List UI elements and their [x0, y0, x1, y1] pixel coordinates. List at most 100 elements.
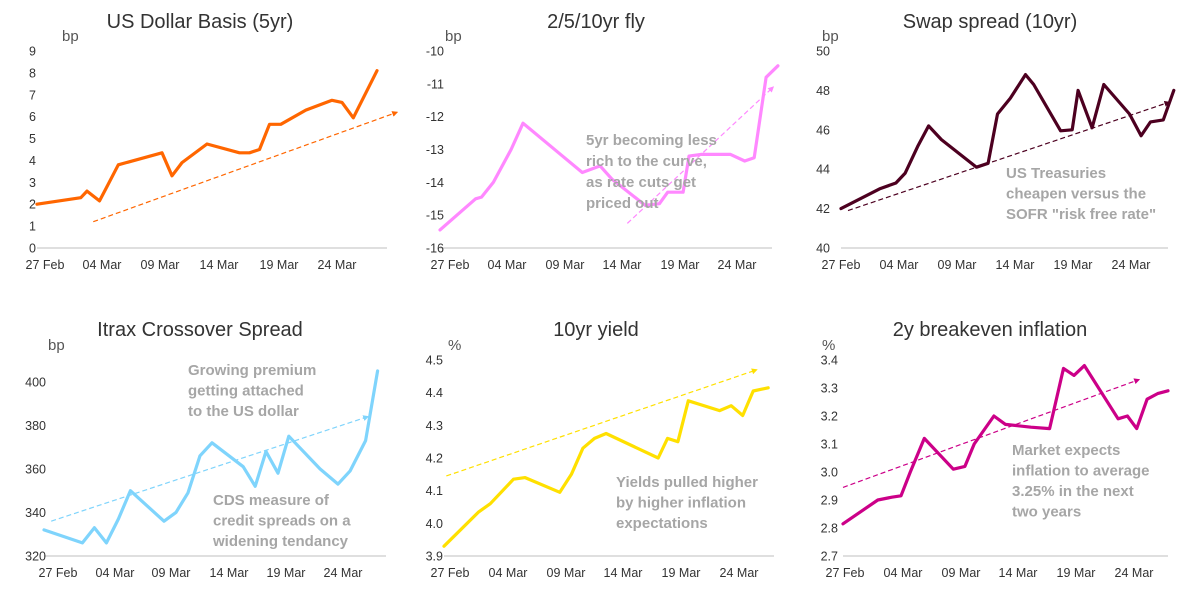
chart-panel-2: 2/5/10yr fly bp -16 -15 -14 -13 -12 -11 -10 27 Fe… [426, 11, 780, 272]
annotation-text: getting attached [188, 383, 304, 400]
y-unit-label: bp [62, 28, 79, 45]
y-tick-label: 2.8 [821, 522, 838, 536]
y-tick-label: 4.2 [426, 452, 443, 466]
chart-title: Swap spread (10yr) [903, 11, 1078, 33]
chart-panel-5: 10yr yield% 3.9 4.0 4.1 4.2 4.3 4.4 4.5 27 Feb 04… [426, 319, 774, 580]
x-tick-label: 24 Mar [318, 258, 357, 272]
chart-title: US Dollar Basis (5yr) [107, 11, 294, 33]
x-tick-label: 09 Mar [942, 566, 981, 580]
y-tick-label: 3 [29, 176, 36, 190]
y-unit-label: bp [48, 337, 65, 354]
chart-panel-1: US Dollar Basis (5yr) bp 0 1 2 3 4 5 6 7 8 9 27 Feb 0… [26, 11, 399, 420]
y-tick-label: 2 [29, 198, 36, 212]
chart-title: 2/5/10yr fly [547, 11, 645, 33]
x-tick-label: 04 Mar [880, 258, 919, 272]
y-tick-label: 50 [816, 45, 830, 59]
y-tick-label: 4 [29, 154, 36, 168]
y-tick-label: 340 [25, 506, 46, 520]
series-line [438, 64, 780, 232]
y-tick-label: 42 [816, 202, 830, 216]
annotation-text: widening tendancy [212, 533, 349, 550]
y-tick-label: 3.4 [821, 354, 838, 368]
x-tick-label: 27 Feb [431, 566, 470, 580]
x-tick-label: 27 Feb [39, 566, 78, 580]
y-unit-label: bp [445, 28, 462, 45]
annotation-text: SOFR "risk free rate" [1006, 206, 1156, 223]
x-tick-label: 09 Mar [547, 566, 586, 580]
chart-title: 2y breakeven inflation [893, 319, 1088, 341]
chart-panel-4: Itrax Crossover Spread bp 320 340 360 380 400 2… [25, 319, 386, 580]
chart-title: Itrax Crossover Spread [97, 319, 303, 341]
y-tick-label: 7 [29, 88, 36, 102]
y-tick-label: 2.9 [821, 494, 838, 508]
series-line [841, 364, 1170, 526]
y-tick-label: 48 [816, 84, 830, 98]
x-tick-label: 04 Mar [488, 258, 527, 272]
annotation-text: US Treasuries [1006, 165, 1106, 182]
series-line [442, 386, 770, 548]
y-unit-label: bp [822, 28, 839, 45]
y-tick-label: -10 [426, 45, 444, 59]
y-tick-label: 360 [25, 462, 46, 476]
y-tick-label: 3.0 [821, 466, 838, 480]
x-tick-label: 04 Mar [489, 566, 528, 580]
series-line [839, 72, 1176, 211]
x-tick-label: 14 Mar [604, 566, 643, 580]
x-tick-label: 04 Mar [884, 566, 923, 580]
annotation-text: priced out [586, 195, 659, 212]
y-tick-label: -12 [426, 110, 444, 124]
y-tick-label: 40 [816, 242, 830, 256]
annotation-text: cheapen versus the [1006, 186, 1146, 203]
chart-panel-3: Swap spread (10yr) bp 40 42 44 46 48 50 27 Feb 04… [816, 11, 1176, 272]
x-tick-label: 19 Mar [260, 258, 299, 272]
y-tick-label: -15 [426, 209, 444, 223]
y-tick-label: 5 [29, 132, 36, 146]
annotation-text: rich to the curve, [586, 153, 707, 170]
x-tick-label: 24 Mar [1115, 566, 1154, 580]
annotation-text: inflation to average [1012, 463, 1150, 480]
y-tick-label: 8 [29, 66, 36, 80]
y-tick-label: 3.3 [821, 382, 838, 396]
annotation-text: Market expects [1012, 442, 1120, 459]
x-tick-label: 14 Mar [210, 566, 249, 580]
y-tick-label: 6 [29, 110, 36, 124]
annotation-text: 5yr becoming less [586, 132, 717, 149]
x-tick-label: 09 Mar [141, 258, 180, 272]
x-tick-label: 19 Mar [1054, 258, 1093, 272]
y-tick-label: 400 [25, 375, 46, 389]
annotation-text: expectations [616, 515, 708, 532]
y-unit-label: % [448, 337, 461, 354]
y-tick-label: 4.0 [426, 517, 443, 531]
y-tick-label: 0 [29, 242, 36, 256]
x-tick-label: 14 Mar [200, 258, 239, 272]
y-tick-label: 9 [29, 45, 36, 59]
x-tick-label: 24 Mar [718, 258, 757, 272]
x-tick-label: 19 Mar [1057, 566, 1096, 580]
annotation-text: CDS measure of [213, 492, 330, 509]
x-tick-label: 09 Mar [152, 566, 191, 580]
y-tick-label: -11 [427, 77, 444, 91]
x-tick-label: 19 Mar [662, 566, 701, 580]
x-tick-label: 09 Mar [938, 258, 977, 272]
x-tick-label: 04 Mar [83, 258, 122, 272]
series-line [35, 69, 379, 206]
x-tick-label: 27 Feb [822, 258, 861, 272]
y-tick-label: 2.7 [821, 550, 838, 564]
chart-title: 10yr yield [553, 319, 639, 341]
annotation-text: 3.25% in the next [1012, 483, 1134, 500]
y-tick-label: 44 [816, 163, 830, 177]
trend-arrow [446, 368, 758, 477]
y-tick-label: 3.2 [821, 410, 838, 424]
x-tick-label: 24 Mar [324, 566, 363, 580]
x-tick-label: 14 Mar [996, 258, 1035, 272]
x-tick-label: 27 Feb [826, 566, 865, 580]
annotation-text: credit spreads on a [213, 513, 351, 530]
x-tick-label: 27 Feb [26, 258, 65, 272]
annotation-text: Yields pulled higher [616, 474, 758, 491]
x-tick-label: 19 Mar [661, 258, 700, 272]
y-tick-label: 3.1 [821, 438, 838, 452]
y-unit-label: % [822, 337, 835, 354]
y-tick-label: 380 [25, 419, 46, 433]
x-tick-label: 14 Mar [603, 258, 642, 272]
